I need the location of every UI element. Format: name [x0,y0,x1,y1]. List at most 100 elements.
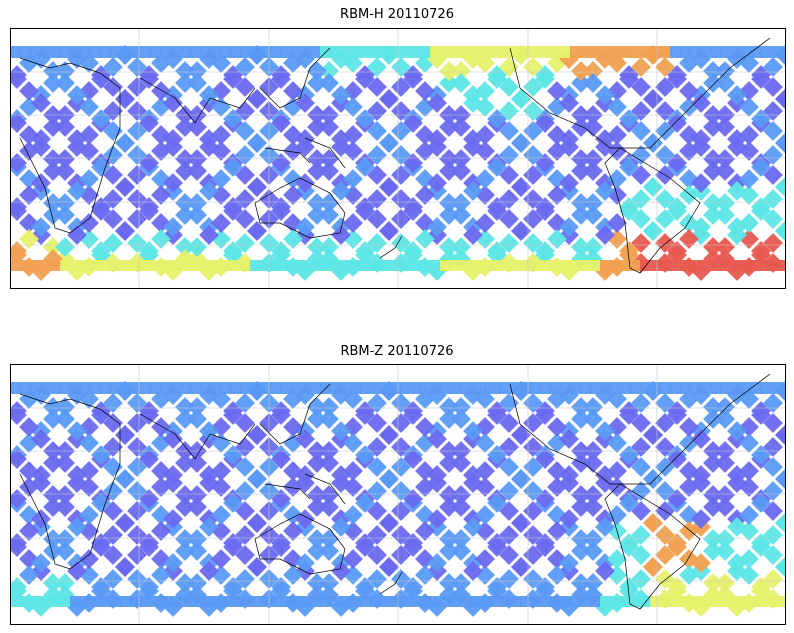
track-segment [710,260,721,271]
track-segment [367,77,387,97]
track-segment [343,549,363,569]
track-segment [235,457,255,477]
track-segment [295,217,315,237]
track-segment [367,569,387,589]
track-segment [100,382,111,394]
track-segment [650,46,661,58]
track-segment [670,382,681,394]
track-segment [451,149,471,169]
track-segment [220,260,231,271]
track-segment [180,260,191,271]
track-segment [331,85,351,105]
track-segment [550,260,561,271]
track-segment [560,596,571,607]
track-segment [100,260,111,271]
track-segment [187,497,207,517]
track-segment [450,382,461,394]
track-segment [650,596,661,607]
track-segment [367,165,387,185]
track-segment [90,382,101,394]
track-segment [295,553,315,573]
track-segment [487,157,507,177]
track-segment [270,260,281,271]
track-segment [343,477,363,497]
track-segment [290,596,301,607]
track-segment [370,596,381,607]
track-segment [223,109,243,129]
track-segment [451,161,471,181]
track-segment [440,596,451,607]
track-segment [150,46,161,58]
track-segment [20,46,31,58]
track-segment [110,260,121,271]
track-segment [340,260,351,271]
track-segment [140,46,151,58]
track-segment [295,137,315,157]
track-segment [451,409,471,429]
track-segment [391,77,411,97]
track-segment [31,473,51,493]
track-segment [640,46,651,58]
track-segment [170,260,181,271]
track-segment [50,596,61,607]
track-segment [115,469,135,489]
track-segment [415,521,435,541]
track-segment [460,382,471,394]
track-segment [530,596,541,607]
track-segment [690,596,701,607]
track-segment [355,581,375,601]
track-segment [199,421,219,441]
track-segment [520,260,531,271]
track-segment [420,46,431,58]
track-segment [440,260,451,271]
track-segment [319,573,339,593]
track-segment [175,497,195,517]
track-segment [451,397,471,417]
panel-title-rbm-h: RBM-H 20110726 [340,7,454,22]
track-segment [300,596,311,607]
track-segment [10,69,27,89]
track-segment [451,73,471,93]
track-segment [40,46,51,58]
track-segment [330,260,341,271]
track-segment [270,382,281,394]
track-segment [283,565,303,585]
track-segment [320,46,331,58]
track-segment [235,165,255,185]
track-segment [180,382,191,394]
track-segment [580,260,591,271]
track-segment [240,46,251,58]
track-segment [20,596,31,607]
track-segment [475,141,495,161]
track-segment [151,417,171,437]
track-segment [343,53,363,73]
track-segment [250,382,261,394]
track-segment [570,260,581,271]
track-segment [160,46,171,58]
track-segment [415,565,435,585]
track-segment [187,485,207,505]
track-segment [391,233,411,253]
track-segment [380,260,391,271]
track-segment [390,46,401,58]
track-segment [391,165,411,185]
coastline [259,47,331,109]
track-segment [550,46,561,58]
track-segment [730,260,741,271]
track-segment [110,46,121,58]
track-segment [410,260,421,271]
track-segment [280,382,291,394]
track-segment [120,260,131,271]
track-segment [43,453,63,473]
track-segment [295,473,315,493]
track-segment [319,149,339,169]
track-segment [475,549,495,569]
track-segment [463,421,483,441]
track-segment [403,449,423,469]
track-segment [360,596,371,607]
track-segment [55,409,75,429]
track-segment [390,382,401,394]
track-segment [103,209,123,229]
track-segment [80,46,91,58]
track-segment [439,541,459,561]
